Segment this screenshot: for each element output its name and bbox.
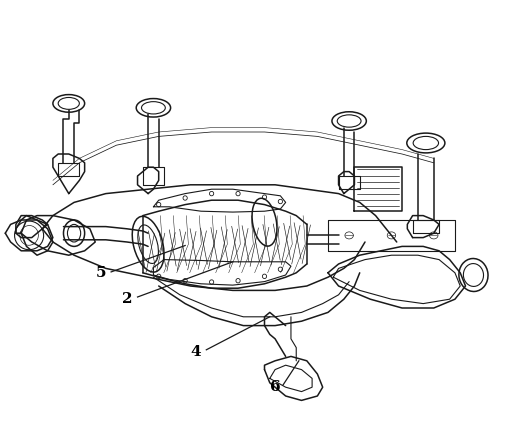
Text: 6: 6 <box>270 380 280 394</box>
Text: 2: 2 <box>122 292 132 306</box>
Text: 5: 5 <box>95 266 106 280</box>
Text: 4: 4 <box>190 345 201 359</box>
